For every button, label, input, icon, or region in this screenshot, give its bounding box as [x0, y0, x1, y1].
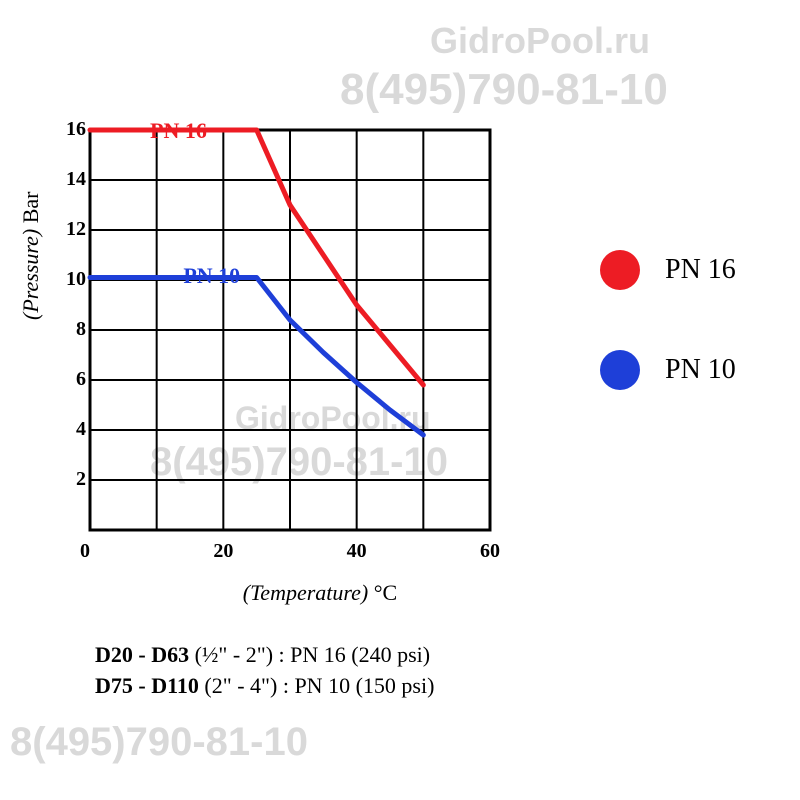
y-tick-label: 10 [58, 268, 86, 291]
x-tick-label: 0 [80, 540, 90, 563]
x-tick-label: 20 [213, 540, 233, 563]
y-tick-label: 12 [58, 218, 86, 241]
note-line-2: D75 - D110 (2" - 4") : PN 10 (150 psi) [95, 671, 434, 702]
y-tick-label: 4 [58, 418, 86, 441]
legend-label: PN 16 [665, 254, 736, 286]
y-tick-label: 14 [58, 168, 86, 191]
series-inline-label: PN 10 [183, 263, 240, 289]
legend: PN 16 PN 10 [600, 250, 736, 450]
x-axis-label: (Temperature) °C [190, 580, 450, 606]
y-tick-label: 16 [58, 118, 86, 141]
note-line-1: D20 - D63 (½" - 2") : PN 16 (240 psi) [95, 640, 434, 671]
x-tick-label: 60 [480, 540, 500, 563]
y-tick-label: 2 [58, 468, 86, 491]
legend-dot-icon [600, 350, 640, 390]
legend-label: PN 10 [665, 354, 736, 386]
y-tick-label: 6 [58, 368, 86, 391]
series-inline-label: PN 16 [150, 118, 207, 144]
x-tick-label: 40 [347, 540, 367, 563]
spec-notes: D20 - D63 (½" - 2") : PN 16 (240 psi) D7… [95, 640, 434, 702]
legend-dot-icon [600, 250, 640, 290]
legend-item-pn10: PN 10 [600, 350, 736, 390]
legend-item-pn16: PN 16 [600, 250, 736, 290]
y-tick-label: 8 [58, 318, 86, 341]
